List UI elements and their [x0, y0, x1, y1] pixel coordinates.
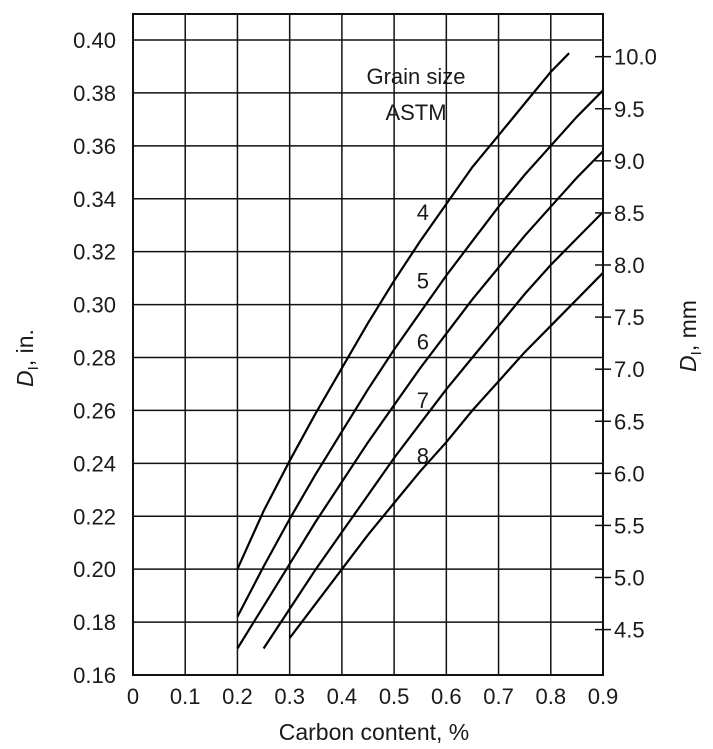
y-axis-title-left-unit: , in. — [12, 329, 38, 366]
y-right-tick-label-8.5: 8.5 — [614, 201, 645, 226]
y-right-tick-label-5.5: 5.5 — [614, 513, 645, 538]
y-right-tick-label-4.5: 4.5 — [614, 618, 645, 643]
y-left-tick-label-0.32: 0.32 — [73, 240, 116, 265]
y-right-tick-label-6.0: 6.0 — [614, 461, 645, 486]
x-tick-label-0: 0 — [127, 684, 139, 709]
y-axis-title-right-symbol: D — [675, 355, 701, 372]
y-axis-title-left-subscript: I — [25, 366, 42, 370]
y-left-tick-label-0.20: 0.20 — [73, 557, 116, 582]
y-left-tick-label-0.40: 0.40 — [73, 28, 116, 53]
y-left-tick-label-0.16: 0.16 — [73, 663, 116, 688]
legend-title-line1: Grain size — [366, 64, 465, 89]
y-axis-title-left: DI, in. — [12, 329, 42, 387]
x-tick-labels: 0 0.1 0.2 0.3 0.4 0.5 0.6 0.7 0.8 0.9 — [127, 684, 618, 709]
ticks — [595, 55, 611, 631]
x-tick-label-0.6: 0.6 — [431, 684, 462, 709]
curve-label-6: 6 — [417, 330, 429, 355]
y-axis-title-left-symbol: D — [12, 370, 38, 387]
curve-label-7: 7 — [417, 388, 429, 413]
y-left-tick-label-0.26: 0.26 — [73, 398, 116, 423]
y-right-tick-label-8.0: 8.0 — [614, 253, 645, 278]
y-right-tick-label-6.5: 6.5 — [614, 409, 645, 434]
y-axis-title-right-unit: , mm — [675, 300, 701, 351]
y-right-tick-label-7.5: 7.5 — [614, 305, 645, 330]
y-left-tick-label-0.28: 0.28 — [73, 346, 116, 371]
y-left-tick-label-0.36: 0.36 — [73, 134, 116, 159]
curve-label-5: 5 — [417, 269, 429, 294]
y-left-tick-label-0.22: 0.22 — [73, 504, 116, 529]
y-left-tick-labels: 0.16 0.18 0.20 0.22 0.24 0.26 0.28 0.30 0.32 0.34… — [73, 28, 116, 688]
y-right-tick-label-5.0: 5.0 — [614, 566, 645, 591]
x-tick-label-0.2: 0.2 — [222, 684, 253, 709]
y-right-tick-labels: 4.5 5.0 5.5 6.0 6.5 7.0 7.5 8.0 8.5 9.0 9.5 10.0 — [614, 45, 657, 643]
curve-label-8: 8 — [417, 443, 429, 468]
x-tick-label-0.8: 0.8 — [535, 684, 566, 709]
x-axis-title: Carbon content, % — [279, 719, 470, 745]
y-left-tick-label-0.34: 0.34 — [73, 187, 116, 212]
y-right-tick-label-10.0: 10.0 — [614, 45, 657, 70]
curve-labels: 4 5 6 7 8 — [417, 200, 429, 468]
curve-label-4: 4 — [417, 200, 429, 225]
x-tick-label-0.1: 0.1 — [170, 684, 201, 709]
y-right-tick-label-7.0: 7.0 — [614, 357, 645, 382]
x-tick-label-0.3: 0.3 — [274, 684, 305, 709]
x-tick-label-0.4: 0.4 — [327, 684, 358, 709]
curve-grain-size-8 — [288, 272, 604, 639]
y-axis-title-right: DI, mm — [675, 300, 705, 372]
x-tick-label-0.9: 0.9 — [588, 684, 619, 709]
x-tick-label-0.5: 0.5 — [379, 684, 410, 709]
x-tick-label-0.7: 0.7 — [483, 684, 514, 709]
curve-grain-size-4 — [236, 52, 570, 570]
y-left-tick-label-0.38: 0.38 — [73, 81, 116, 106]
curves — [236, 52, 604, 650]
curve-grain-size-7 — [262, 211, 604, 650]
plot-frame — [132, 13, 604, 676]
legend-title-line2: ASTM — [385, 100, 446, 125]
y-right-tick-label-9.5: 9.5 — [614, 97, 645, 122]
y-left-tick-label-0.30: 0.30 — [73, 293, 116, 318]
y-left-tick-label-0.24: 0.24 — [73, 451, 116, 476]
curve-grain-size-6 — [236, 150, 604, 650]
y-right-tick-label-9.0: 9.0 — [614, 149, 645, 174]
curve-grain-size-5 — [236, 89, 604, 618]
y-axis-title-right-subscript: I — [688, 351, 705, 355]
y-left-tick-label-0.18: 0.18 — [73, 610, 116, 635]
